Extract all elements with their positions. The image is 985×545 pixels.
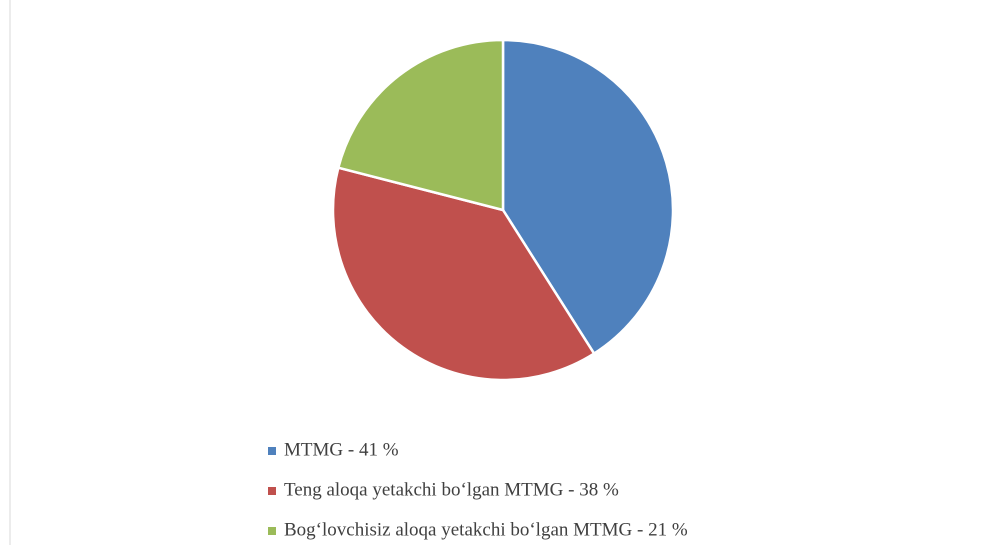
legend-swatch [268,527,276,535]
legend-label: Bog‘lovchisiz aloqa yetakchi bo‘lgan MTM… [284,519,688,540]
pie-slice [331,166,596,382]
legend-label: MTMG - 41 % [284,439,399,460]
legend-label: Teng aloqa yetakchi bo‘lgan MTMG - 38 % [284,479,619,500]
legend-swatch [268,447,276,455]
pie-slice [336,38,505,212]
legend-swatch [268,487,276,495]
